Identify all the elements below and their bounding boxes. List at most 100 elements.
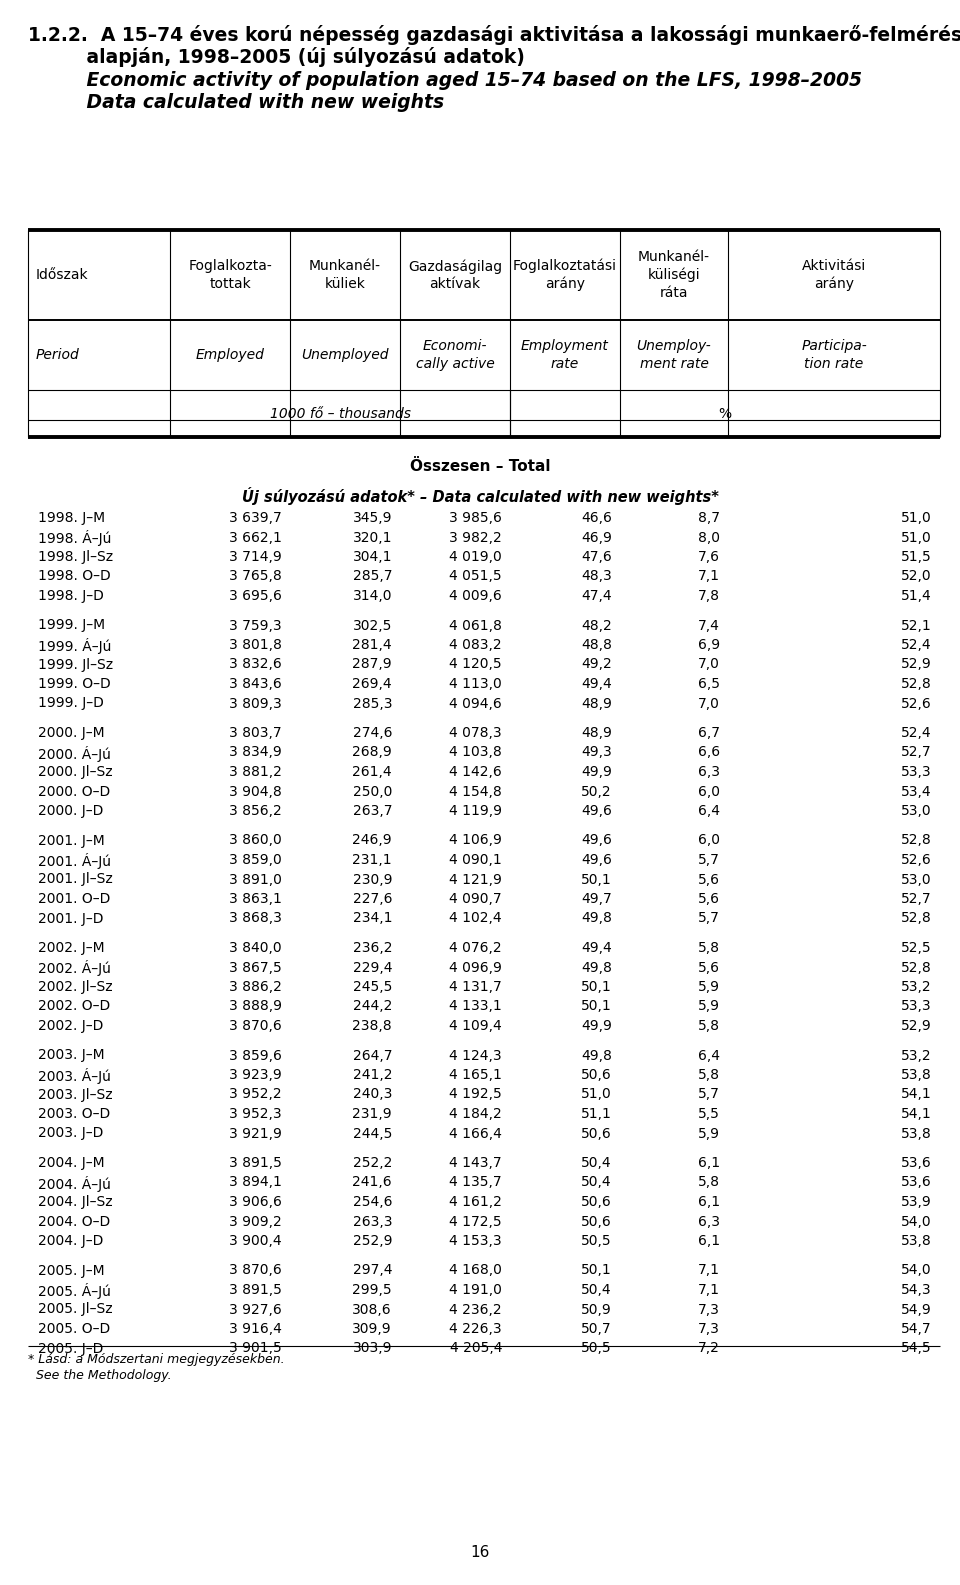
Text: 16: 16 (470, 1545, 490, 1560)
Text: 51,0: 51,0 (901, 531, 932, 545)
Text: 2004. Á–Jú: 2004. Á–Jú (38, 1176, 110, 1192)
Text: 7,0: 7,0 (698, 696, 720, 710)
Text: Időszak: Időszak (36, 268, 88, 282)
Text: 285,3: 285,3 (352, 696, 392, 710)
Text: 54,1: 54,1 (901, 1087, 932, 1102)
Text: 6,6: 6,6 (698, 745, 720, 759)
Text: 3 859,6: 3 859,6 (229, 1049, 282, 1062)
Text: 4 019,0: 4 019,0 (449, 550, 502, 564)
Text: 7,6: 7,6 (698, 550, 720, 564)
Text: 254,6: 254,6 (352, 1195, 392, 1209)
Text: 264,7: 264,7 (352, 1049, 392, 1062)
Text: 3 870,6: 3 870,6 (229, 1263, 282, 1278)
Text: 252,2: 252,2 (352, 1155, 392, 1170)
Text: 3 639,7: 3 639,7 (229, 510, 282, 525)
Text: 3 801,8: 3 801,8 (229, 639, 282, 651)
Text: 314,0: 314,0 (352, 590, 392, 602)
Text: 7,1: 7,1 (698, 1263, 720, 1278)
Text: 299,5: 299,5 (352, 1282, 392, 1297)
Text: 6,3: 6,3 (698, 1214, 720, 1228)
Text: 5,6: 5,6 (698, 892, 720, 907)
Text: 7,1: 7,1 (698, 1282, 720, 1297)
Text: 297,4: 297,4 (352, 1263, 392, 1278)
Text: 1000 fő – thousands: 1000 fő – thousands (270, 406, 411, 420)
Text: 2000. Jl–Sz: 2000. Jl–Sz (38, 766, 112, 778)
Text: 53,6: 53,6 (901, 1176, 932, 1189)
Text: Gazdaságilag
aktívak: Gazdaságilag aktívak (408, 258, 502, 292)
Text: 3 834,9: 3 834,9 (229, 745, 282, 759)
Text: 51,0: 51,0 (901, 510, 932, 525)
Text: 49,6: 49,6 (581, 804, 612, 818)
Text: 231,9: 231,9 (352, 1106, 392, 1121)
Text: 51,4: 51,4 (901, 590, 932, 602)
Text: 4 124,3: 4 124,3 (449, 1049, 502, 1062)
Text: 50,6: 50,6 (581, 1127, 612, 1141)
Text: 5,6: 5,6 (698, 872, 720, 886)
Text: 46,9: 46,9 (581, 531, 612, 545)
Text: 2005. J–M: 2005. J–M (38, 1263, 105, 1278)
Text: 4 131,7: 4 131,7 (449, 980, 502, 994)
Text: 48,8: 48,8 (581, 639, 612, 651)
Text: 3 868,3: 3 868,3 (229, 911, 282, 926)
Text: 6,3: 6,3 (698, 766, 720, 778)
Text: 4 143,7: 4 143,7 (449, 1155, 502, 1170)
Text: 2004. O–D: 2004. O–D (38, 1214, 110, 1228)
Text: 4 109,4: 4 109,4 (449, 1019, 502, 1033)
Text: 4 133,1: 4 133,1 (449, 1000, 502, 1013)
Text: 263,7: 263,7 (352, 804, 392, 818)
Text: 6,4: 6,4 (698, 1049, 720, 1062)
Text: 3 952,3: 3 952,3 (229, 1106, 282, 1121)
Text: 50,6: 50,6 (581, 1195, 612, 1209)
Text: 281,4: 281,4 (352, 639, 392, 651)
Text: 5,9: 5,9 (698, 980, 720, 994)
Text: 3 859,0: 3 859,0 (229, 853, 282, 867)
Text: 52,6: 52,6 (901, 853, 932, 867)
Text: 231,1: 231,1 (352, 853, 392, 867)
Text: 7,4: 7,4 (698, 618, 720, 632)
Text: 6,0: 6,0 (698, 785, 720, 799)
Text: 6,4: 6,4 (698, 804, 720, 818)
Text: 3 809,3: 3 809,3 (229, 696, 282, 710)
Text: alapján, 1998–2005 (új súlyozású adatok): alapján, 1998–2005 (új súlyozású adatok) (28, 48, 525, 67)
Text: 49,8: 49,8 (581, 1049, 612, 1062)
Text: 48,9: 48,9 (581, 696, 612, 710)
Text: 4 106,9: 4 106,9 (449, 834, 502, 848)
Text: 3 870,6: 3 870,6 (229, 1019, 282, 1033)
Text: Economi-
cally active: Economi- cally active (416, 339, 494, 371)
Text: 5,8: 5,8 (698, 1176, 720, 1189)
Text: 50,1: 50,1 (581, 1000, 612, 1013)
Text: Unemploy-
ment rate: Unemploy- ment rate (636, 339, 711, 371)
Text: 2000. Á–Jú: 2000. Á–Jú (38, 745, 110, 761)
Text: 1999. J–M: 1999. J–M (38, 618, 106, 632)
Text: 6,0: 6,0 (698, 834, 720, 848)
Text: 54,9: 54,9 (901, 1303, 932, 1317)
Text: 5,5: 5,5 (698, 1106, 720, 1121)
Text: 2003. Jl–Sz: 2003. Jl–Sz (38, 1087, 112, 1102)
Text: 7,3: 7,3 (698, 1322, 720, 1336)
Text: 2001. O–D: 2001. O–D (38, 892, 110, 907)
Text: 2005. J–D: 2005. J–D (38, 1341, 104, 1355)
Text: 54,5: 54,5 (901, 1341, 932, 1355)
Text: 50,5: 50,5 (582, 1341, 612, 1355)
Text: 1999. Jl–Sz: 1999. Jl–Sz (38, 658, 113, 672)
Text: 1998. O–D: 1998. O–D (38, 569, 110, 583)
Text: 52,7: 52,7 (901, 745, 932, 759)
Text: 227,6: 227,6 (352, 892, 392, 907)
Text: 52,7: 52,7 (901, 892, 932, 907)
Text: 2004. J–M: 2004. J–M (38, 1155, 105, 1170)
Text: 50,1: 50,1 (581, 980, 612, 994)
Text: See the Methodology.: See the Methodology. (28, 1368, 172, 1382)
Text: 3 881,2: 3 881,2 (229, 766, 282, 778)
Text: 6,9: 6,9 (698, 639, 720, 651)
Text: 241,2: 241,2 (352, 1068, 392, 1083)
Text: 50,4: 50,4 (582, 1176, 612, 1189)
Text: 2000. J–D: 2000. J–D (38, 804, 104, 818)
Text: 302,5: 302,5 (352, 618, 392, 632)
Text: 4 205,4: 4 205,4 (449, 1341, 502, 1355)
Text: 47,6: 47,6 (581, 550, 612, 564)
Text: 3 856,2: 3 856,2 (229, 804, 282, 818)
Text: %: % (718, 406, 732, 420)
Text: 2002. J–M: 2002. J–M (38, 941, 105, 956)
Text: 3 906,6: 3 906,6 (229, 1195, 282, 1209)
Text: 345,9: 345,9 (352, 510, 392, 525)
